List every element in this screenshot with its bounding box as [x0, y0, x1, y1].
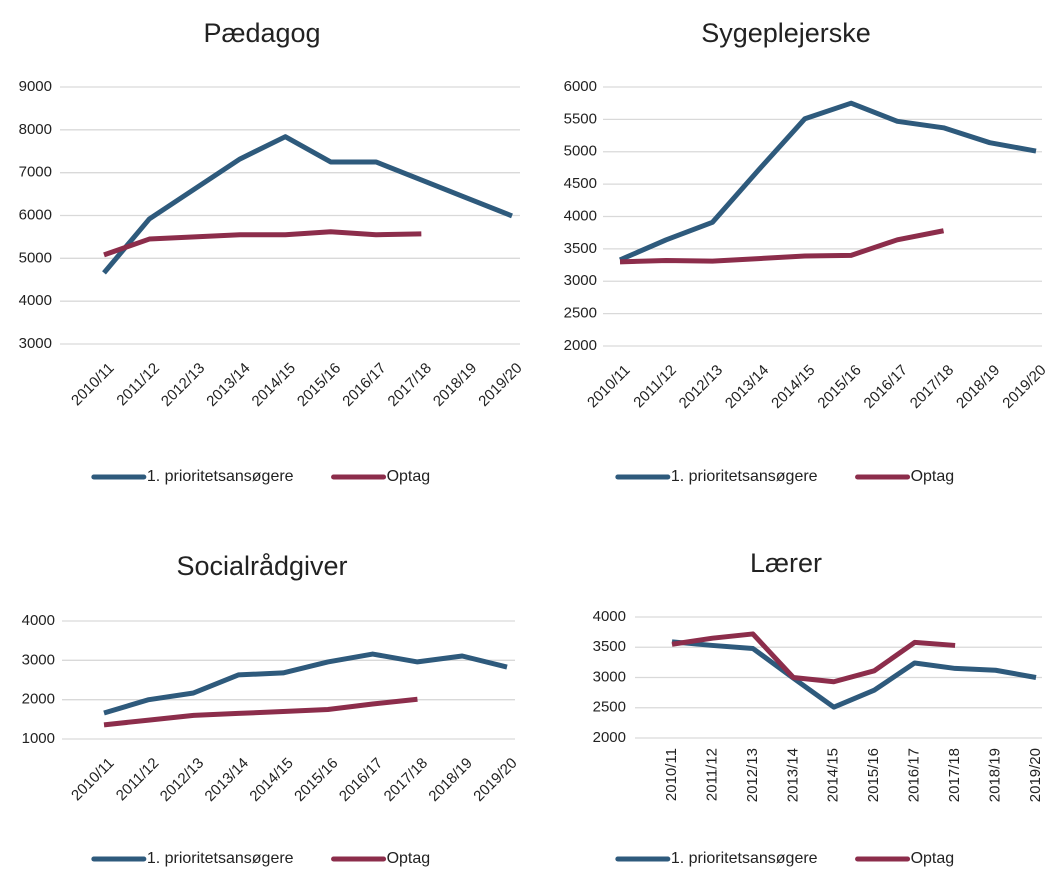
x-tick-label: 2015/16: [294, 360, 344, 410]
y-tick-label: 4000: [22, 612, 55, 629]
y-tick-label: 6000: [19, 206, 52, 223]
x-tick-label: 2015/16: [865, 748, 882, 802]
series-line: [103, 651, 508, 716]
y-tick-label: 9000: [19, 78, 52, 95]
legend-label: 1. prioritetsansøgere: [147, 850, 294, 867]
x-tick-label: 2011/12: [703, 748, 720, 801]
x-tick-label: 2012/13: [158, 360, 208, 410]
legend-item: 1. prioritetsansøgere: [615, 850, 818, 867]
x-tick-label: 2016/17: [339, 360, 389, 410]
x-tick-label: 2019/20: [470, 755, 520, 805]
x-tick-label: 2012/13: [157, 755, 207, 805]
x-tick-label: 2013/14: [202, 755, 252, 805]
y-tick-label: 7000: [19, 164, 52, 181]
x-tick-label: 2017/18: [385, 360, 435, 410]
y-tick-label: 3000: [593, 668, 626, 685]
chart-title: Sygeplejerske: [701, 18, 871, 48]
x-tick-label: 2014/15: [825, 748, 842, 802]
x-tick-label: 2010/11: [663, 748, 680, 801]
x-tick-label: 2011/12: [113, 360, 163, 410]
x-tick-label: 2018/19: [430, 360, 480, 410]
x-tick-label: 2019/20: [999, 362, 1048, 412]
chart-panel: Socialrådgiver10002000300040002010/11201…: [22, 551, 521, 867]
y-tick-label: 2000: [22, 691, 55, 708]
x-tick-label: 2012/13: [676, 362, 726, 412]
x-tick-label: 2018/19: [987, 748, 1004, 802]
series-line: [102, 134, 513, 275]
chart-title: Lærer: [750, 548, 822, 578]
chart-title: Pædagog: [203, 18, 320, 48]
x-tick-label: 2016/17: [336, 755, 386, 805]
legend-item: Optag: [855, 850, 955, 867]
legend-label: Optag: [387, 468, 431, 485]
y-tick-label: 1000: [22, 730, 55, 747]
y-tick-label: 4000: [593, 608, 626, 625]
x-tick-label: 2013/14: [203, 360, 253, 410]
legend-item: 1. prioritetsansøgere: [91, 850, 294, 867]
x-tick-label: 2015/16: [814, 362, 864, 412]
y-tick-label: 3000: [22, 651, 55, 668]
legend-item: Optag: [331, 468, 431, 485]
legend-label: Optag: [387, 850, 431, 867]
x-tick-label: 2010/11: [68, 755, 118, 805]
legend-label: 1. prioritetsansøgere: [671, 468, 818, 485]
y-tick-label: 5000: [19, 249, 52, 266]
x-tick-label: 2013/14: [784, 748, 801, 802]
series-line: [619, 228, 945, 265]
series-line: [103, 229, 422, 258]
y-tick-label: 3000: [564, 272, 597, 289]
x-tick-label: 2019/20: [1027, 748, 1044, 802]
x-tick-label: 2018/19: [953, 362, 1003, 412]
x-tick-label: 2018/19: [425, 755, 475, 805]
x-tick-label: 2011/12: [113, 755, 163, 805]
x-tick-label: 2013/14: [722, 362, 772, 412]
x-tick-label: 2012/13: [744, 748, 761, 802]
x-tick-label: 2014/15: [768, 362, 818, 412]
x-tick-label: 2017/18: [381, 755, 431, 805]
x-tick-label: 2016/17: [906, 748, 923, 802]
chart-panel: Pædagog 3000 4000 5000 6000 7000 8000 9000 2010/…: [19, 18, 526, 485]
series-line: [619, 100, 1037, 263]
legend-label: Optag: [911, 850, 955, 867]
legend-item: 1. prioritetsansøgere: [91, 468, 294, 485]
y-tick-label: 8000: [19, 121, 52, 138]
chart-panel: Lærer 2000 2500 3000 3500 4000 2010/11 2011/12 2…: [593, 548, 1044, 867]
legend-label: 1. prioritetsansøgere: [671, 850, 818, 867]
series-line: [671, 639, 1037, 710]
y-tick-label: 2000: [564, 337, 597, 354]
x-tick-label: 2016/17: [861, 362, 911, 412]
y-tick-label: 4000: [564, 207, 597, 224]
series-line: [671, 631, 956, 685]
x-tick-label: 2010/11: [68, 360, 118, 410]
x-tick-label: 2014/15: [249, 360, 299, 410]
y-tick-label: 2500: [564, 305, 597, 322]
x-tick-label: 2017/18: [946, 748, 963, 802]
y-tick-label: 2000: [593, 729, 626, 746]
legend-item: Optag: [855, 468, 955, 485]
x-tick-label: 2010/11: [584, 362, 634, 412]
legend-label: Optag: [911, 468, 955, 485]
y-tick-label: 2500: [593, 699, 626, 716]
y-tick-label: 5000: [564, 143, 597, 160]
y-tick-label: 3500: [593, 638, 626, 655]
chart-panel: Sygeplejerske 2000 2500 3000 3500 4000 4500 500…: [564, 18, 1048, 485]
y-tick-label: 3000: [19, 335, 52, 352]
y-tick-label: 3500: [564, 240, 597, 257]
x-tick-label: 2017/18: [907, 362, 957, 412]
y-tick-label: 4500: [564, 175, 597, 192]
legend-label: 1. prioritetsansøgere: [147, 468, 294, 485]
series-line: [103, 696, 418, 728]
x-tick-label: 2019/20: [475, 360, 525, 410]
chart-title: Socialrådgiver: [176, 551, 347, 581]
x-tick-label: 2011/12: [630, 362, 680, 412]
y-tick-label: 6000: [564, 78, 597, 95]
y-tick-label: 4000: [19, 292, 52, 309]
y-tick-label: 5500: [564, 110, 597, 127]
legend-item: 1. prioritetsansøgere: [615, 468, 818, 485]
legend-item: Optag: [331, 850, 431, 867]
x-tick-label: 2014/15: [246, 755, 296, 805]
x-tick-label: 2015/16: [291, 755, 341, 805]
